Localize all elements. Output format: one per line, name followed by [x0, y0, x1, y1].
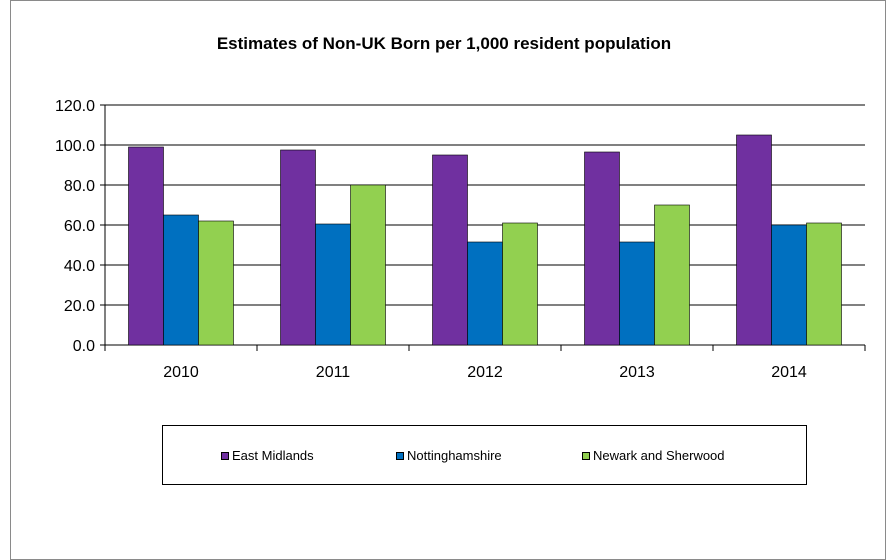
bar-newark-and-sherwood-2011 — [350, 184, 386, 346]
bar-nottinghamshire-2014 — [771, 224, 807, 346]
chart-title: Estimates of Non-UK Born per 1,000 resid… — [216, 34, 672, 53]
legend-swatch — [221, 451, 229, 460]
bar-east-midlands-2013 — [584, 151, 620, 346]
legend-item-east-midlands: East Midlands — [221, 448, 314, 463]
y-tick-label: 60.0 — [64, 218, 95, 235]
bar-east-midlands-2011 — [280, 149, 316, 346]
legend-swatch — [582, 451, 590, 460]
bar-nottinghamshire-2012 — [467, 241, 503, 346]
x-tick-label: 2011 — [316, 364, 351, 381]
y-tick-label: 20.0 — [64, 298, 95, 315]
y-tick-label: 0.0 — [73, 338, 95, 355]
x-tick-label: 2010 — [163, 364, 199, 381]
bar-newark-and-sherwood-2013 — [654, 204, 690, 346]
y-tick-label: 100.0 — [55, 138, 95, 155]
y-tick-label: 120.0 — [55, 98, 95, 115]
bar-east-midlands-2014 — [736, 134, 772, 346]
y-tick-label: 80.0 — [64, 178, 95, 195]
bar-newark-and-sherwood-2014 — [806, 222, 842, 346]
y-tick-label: 40.0 — [64, 258, 95, 275]
bar-east-midlands-2010 — [128, 146, 164, 346]
x-tick-label: 2013 — [619, 364, 655, 381]
x-tick-label: 2014 — [771, 364, 807, 381]
x-tick-label: 2012 — [467, 364, 503, 381]
bar-newark-and-sherwood-2010 — [198, 220, 234, 346]
legend: East Midlands Nottinghamshire Newark and… — [162, 425, 807, 485]
bar-nottinghamshire-2011 — [315, 223, 351, 346]
legend-label: Nottinghamshire — [407, 448, 502, 463]
bar-nottinghamshire-2013 — [619, 241, 655, 346]
legend-item-newark-and-sherwood: Newark and Sherwood — [582, 448, 725, 463]
bar-east-midlands-2012 — [432, 154, 468, 346]
legend-label: Newark and Sherwood — [593, 448, 725, 463]
legend-swatch — [396, 451, 404, 460]
legend-item-nottinghamshire: Nottinghamshire — [396, 448, 502, 463]
bar-newark-and-sherwood-2012 — [502, 222, 538, 346]
legend-label: East Midlands — [232, 448, 314, 463]
bar-nottinghamshire-2010 — [163, 214, 199, 346]
